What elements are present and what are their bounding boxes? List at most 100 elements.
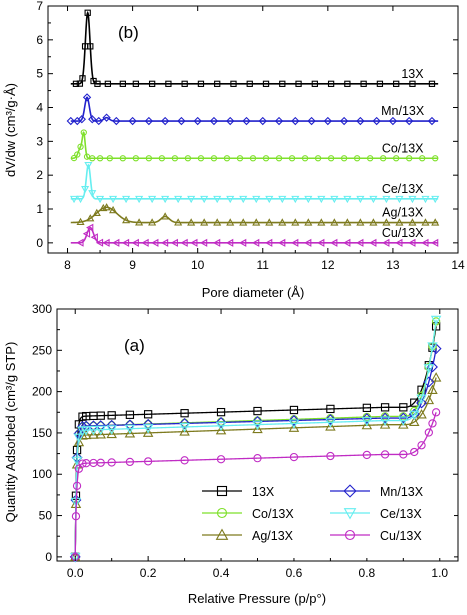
- point-mn-13x: [372, 116, 381, 126]
- point-13x: [180, 409, 189, 418]
- point-ce-13x: [427, 342, 438, 352]
- point-ce-13x: [161, 195, 170, 204]
- panel-a-x-tick-label: 0.0: [67, 566, 84, 580]
- point-13x: [94, 80, 101, 87]
- point-ce-13x: [148, 195, 157, 204]
- point-mn-13x: [405, 116, 414, 126]
- point-ce-13x: [431, 195, 440, 204]
- point-mn-13x: [397, 412, 409, 424]
- panel-b-y-tick-label: 3: [36, 134, 43, 148]
- point-ag-13x: [304, 218, 313, 226]
- point-ce-13x: [106, 425, 117, 435]
- point-mn-13x: [274, 116, 284, 126]
- point-cu-13x: [399, 450, 408, 459]
- point-mn-13x: [160, 116, 170, 126]
- point-ag-13x: [86, 214, 95, 222]
- point-cu-13x: [151, 238, 159, 247]
- point-co-13x: [406, 155, 413, 162]
- legend-label-mn-13x: Mn/13X: [380, 485, 424, 499]
- point-ce-13x: [421, 195, 430, 204]
- point-mn-13x: [388, 116, 398, 126]
- point-co-13x: [353, 155, 361, 162]
- point-cu-13x: [82, 229, 91, 238]
- point-mn-13x: [242, 116, 251, 126]
- point-ag-13x: [73, 436, 85, 447]
- point-ce-13x: [408, 410, 420, 421]
- panel-a-x-axis-title: Relative Pressure (p/p°): [188, 591, 326, 606]
- point-cu-13x: [190, 238, 198, 247]
- point-ag-13x: [102, 203, 111, 211]
- point-13x: [362, 403, 372, 413]
- point-13x: [216, 407, 226, 417]
- point-ag-13x: [106, 428, 117, 439]
- point-ce-13x: [430, 315, 442, 326]
- point-13x: [360, 80, 367, 87]
- point-cu-13x: [76, 238, 84, 247]
- point-13x: [125, 410, 135, 419]
- point-ag-13x: [76, 217, 85, 226]
- point-mn-13x: [77, 115, 86, 124]
- point-co-13x: [275, 155, 283, 162]
- point-co-13x: [77, 143, 84, 150]
- point-cu-13x: [78, 459, 87, 468]
- point-co-13x: [340, 155, 348, 162]
- point-ag-13x: [179, 426, 190, 436]
- point-13x: [214, 80, 221, 87]
- panel-a-y-tick-label: 250: [32, 343, 52, 357]
- point-mn-13x: [361, 413, 373, 425]
- point-cu-13x: [96, 458, 105, 467]
- point-13x: [119, 80, 126, 87]
- panel-b-x-tick-label: 11: [257, 258, 270, 272]
- legend-entry-13x: 13X: [202, 485, 275, 499]
- point-cu-13x: [102, 238, 110, 247]
- point-ag-13x: [431, 218, 440, 226]
- point-ce-13x: [330, 195, 339, 204]
- point-ce-13x: [304, 195, 313, 204]
- point-cu-13x: [317, 238, 325, 247]
- point-ce-13x: [343, 195, 352, 204]
- point-ag-13x: [398, 419, 409, 429]
- point-ag-13x: [369, 218, 378, 226]
- point-ag-13x: [330, 218, 339, 226]
- point-ag-13x: [395, 218, 404, 226]
- point-mn-13x: [288, 415, 300, 426]
- panel-a-x-tick-label: 0.2: [140, 566, 157, 580]
- point-ce-13x: [95, 425, 107, 436]
- panel-b-y-tick-label: 1: [36, 202, 43, 216]
- point-ce-13x: [226, 195, 235, 204]
- point-cu-13x: [225, 238, 234, 247]
- point-ce-13x: [179, 422, 190, 433]
- point-mn-13x: [66, 116, 75, 126]
- panel-b-x-tick-label: 12: [321, 258, 335, 272]
- point-13x: [327, 80, 335, 87]
- point-co-13x: [96, 155, 104, 162]
- point-13x: [417, 385, 426, 394]
- point-ce-13x: [96, 195, 105, 204]
- point-mn-13x: [124, 419, 136, 431]
- point-ag-13x: [135, 218, 144, 226]
- point-ce-13x: [109, 195, 118, 204]
- legend-marker-cu-13x: [344, 529, 356, 541]
- series-ce-13x: [69, 315, 442, 563]
- point-cu-13x: [180, 456, 189, 465]
- point-cu-13x: [417, 441, 426, 450]
- point-cu-13x: [212, 238, 221, 247]
- point-ag-13x: [109, 205, 118, 214]
- point-cu-13x: [356, 238, 364, 247]
- point-ce-13x: [73, 433, 85, 444]
- point-13x: [181, 80, 188, 87]
- point-ag-13x: [92, 208, 101, 217]
- point-ag-13x: [124, 428, 136, 438]
- point-ag-13x: [291, 218, 300, 226]
- point-cu-13x: [238, 238, 247, 247]
- point-13x: [380, 403, 390, 412]
- point-ag-13x: [226, 218, 235, 226]
- point-co-13x: [132, 155, 140, 162]
- point-ce-13x: [88, 425, 99, 436]
- point-cu-13x: [90, 233, 98, 242]
- panel-b-series-labels: 13X Mn/13X Co/13X Ce/13X Ag/13X Cu/13X: [381, 67, 425, 240]
- point-cu-13x: [428, 419, 437, 428]
- panel-a-adsorption-isotherm: 0.0 0.2 0.4 0.6 0.8 1.0 0 50 100 150 200 250 300 (a)…: [3, 302, 459, 606]
- point-mn-13x: [291, 116, 300, 126]
